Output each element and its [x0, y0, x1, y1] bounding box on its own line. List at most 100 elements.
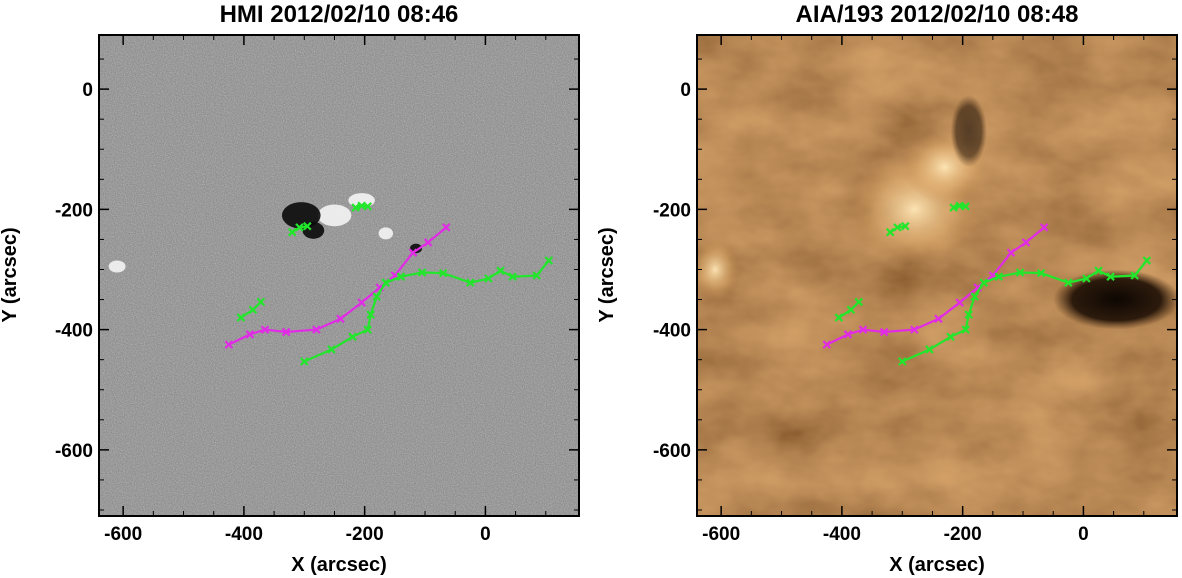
green-x-marker: [1130, 271, 1140, 280]
magenta-x-marker: [224, 340, 234, 349]
magnetic-patch: [317, 204, 352, 227]
green-x-marker: [1094, 266, 1103, 275]
x-tick-label: -200: [944, 524, 982, 545]
green-x-marker: [1142, 256, 1152, 265]
magnetic-patch: [409, 243, 423, 254]
green-x-marker: [396, 272, 406, 281]
green-x-marker: [994, 272, 1004, 281]
y-tick-label: -200: [653, 200, 691, 221]
green-x-marker: [363, 325, 372, 334]
plot-title: AIA/193 2012/02/10 08:48: [796, 1, 1079, 28]
green-x-marker: [287, 227, 297, 237]
euv-image: [697, 35, 1177, 516]
magenta-x-marker: [336, 314, 345, 324]
green-x-marker: [946, 332, 955, 342]
green-x-marker: [256, 297, 266, 307]
green-track-line: [901, 259, 1148, 363]
green-x-marker: [496, 266, 505, 275]
green-x-marker: [381, 278, 391, 287]
green-x-marker: [236, 313, 246, 322]
green-x-marker: [295, 223, 304, 232]
magenta-x-marker: [1021, 238, 1031, 247]
plot-title: HMI 2012/02/10 08:46: [220, 1, 459, 28]
y-tick-label: -400: [653, 321, 691, 342]
green-x-marker: [1064, 278, 1073, 287]
green-x-marker: [508, 272, 517, 281]
green-x-marker: [925, 345, 934, 354]
dark-lane: [950, 95, 987, 168]
green-x-marker: [300, 357, 309, 366]
green-x-marker: [484, 274, 493, 283]
magenta-x-marker: [858, 325, 868, 334]
plot-frame: [98, 34, 580, 517]
magenta-x-marker: [312, 325, 321, 334]
green-x-marker: [1036, 268, 1046, 278]
magenta-x-marker: [910, 325, 919, 334]
x-tick-label: -600: [702, 524, 740, 545]
green-x-marker: [366, 310, 375, 319]
green-x-marker: [964, 310, 973, 319]
magenta-x-marker: [423, 238, 433, 247]
aia-plot: AIA/193 2012/02/10 08:48 -600 -400 -200 0 0 -…: [596, 1, 1178, 576]
magenta-x-marker: [441, 223, 451, 232]
magenta-x-marker: [357, 298, 366, 307]
magenta-x-marker: [843, 330, 853, 339]
magenta-x-marker: [879, 327, 889, 337]
green-x-marker: [248, 305, 258, 315]
green-x-marker: [363, 202, 372, 211]
green-x-marker: [834, 313, 844, 322]
y-tick-label: -600: [55, 441, 93, 462]
magenta-x-marker: [245, 330, 255, 339]
green-x-marker: [961, 325, 970, 334]
green-x-marker: [846, 305, 856, 315]
green-x-marker: [417, 268, 427, 277]
magenta-x-marker: [1006, 248, 1016, 257]
aia-panel: AIA/193 2012/02/10 08:48 -600 -400 -200 0 0 -…: [591, 0, 1182, 578]
magnetic-patch: [108, 260, 126, 273]
x-tick-label: -600: [104, 524, 142, 545]
green-x-marker: [327, 345, 336, 354]
green-x-marker: [901, 221, 910, 231]
green-x-marker: [466, 278, 475, 287]
y-tick-label: 0: [82, 80, 93, 101]
x-tick-label: -200: [346, 524, 384, 545]
magenta-x-marker: [408, 248, 418, 257]
coronal-hole: [1053, 269, 1177, 330]
green-x-marker: [544, 256, 554, 265]
green-x-marker: [438, 268, 448, 278]
green-x-marker: [1082, 274, 1091, 283]
x-tick-label: -400: [225, 524, 263, 545]
green-x-marker: [898, 357, 907, 366]
plot-frame: [696, 34, 1178, 517]
magenta-x-marker: [281, 327, 291, 337]
green-x-marker: [979, 278, 989, 287]
magenta-x-marker: [934, 314, 943, 324]
magenta-x-marker: [822, 340, 832, 349]
green-x-marker: [885, 227, 895, 237]
green-x-marker: [1106, 272, 1115, 281]
green-x-marker: [893, 223, 902, 232]
magnetic-patch: [281, 202, 321, 229]
y-tick-label: -400: [55, 321, 93, 342]
y-axis-label: Y (arcsec): [0, 227, 21, 322]
x-tick-label: 0: [1078, 524, 1089, 545]
magenta-x-marker: [260, 325, 270, 334]
green-x-marker: [532, 271, 542, 280]
y-tick-label: -600: [653, 441, 691, 462]
y-tick-label: 0: [680, 80, 691, 101]
green-x-marker: [303, 221, 312, 231]
x-axis-label: X (arcsec): [291, 554, 387, 576]
x-axis-label: X (arcsec): [889, 554, 985, 576]
green-x-marker: [854, 297, 864, 307]
magnetic-patch: [348, 193, 375, 208]
magenta-x-marker: [1039, 223, 1049, 232]
green-x-marker: [348, 332, 357, 342]
bright-loop-region: [697, 239, 740, 300]
magnetic-patch: [378, 227, 394, 240]
green-x-marker: [961, 202, 970, 211]
y-axis-label: Y (arcsec): [596, 227, 618, 322]
x-tick-label: -400: [823, 524, 861, 545]
magnetogram-image: [99, 35, 579, 516]
green-x-marker: [351, 203, 360, 212]
magenta-x-marker: [955, 298, 964, 307]
